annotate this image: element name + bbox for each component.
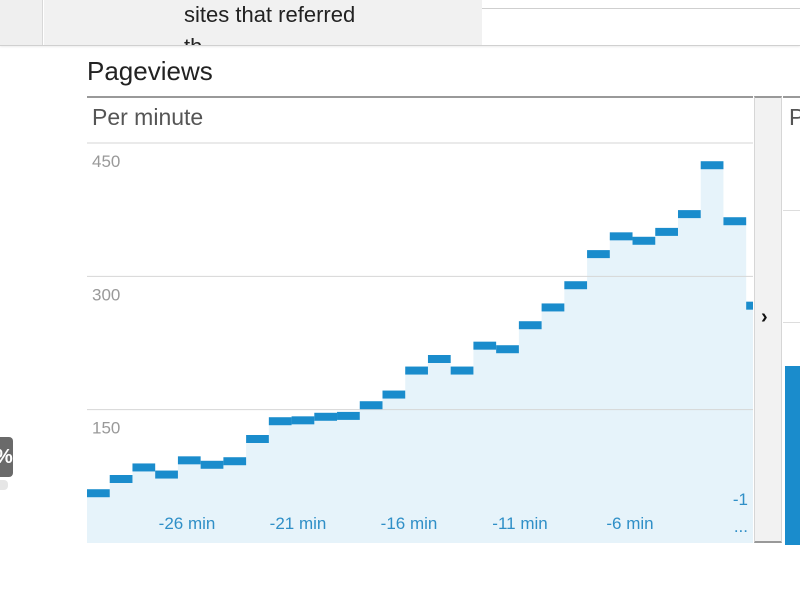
tooltip-panel [44,0,482,46]
pageviews-step-mark [564,281,588,290]
x-tick-label: -11 min [492,514,547,533]
pageviews-step-mark [87,489,110,498]
next-panel-bar [785,366,800,545]
pageviews-step-mark [382,390,406,399]
pageviews-step-mark [518,321,542,330]
pageviews-step-mark [632,236,656,245]
pageviews-step-mark [655,227,678,236]
next-panel-title: P [789,104,800,131]
pageviews-step-mark [700,161,724,170]
x-tick-label: -1 [733,490,748,509]
pageviews-step-mark [677,210,701,219]
divider [482,8,800,9]
pageviews-step-mark [405,366,428,375]
pageviews-step-mark [450,366,474,375]
pageviews-step-mark [291,416,315,425]
y-tick-label: 300 [92,285,120,304]
pageviews-chart: 150 300 450 -26 min -21 min -16 min -11 min -6 … [87,142,753,543]
pageviews-step-mark [246,435,269,443]
pageviews-step-mark [746,301,753,310]
next-panel-preview: P [783,96,800,545]
pageviews-per-minute-card: 150 300 450 -26 min -21 min -16 min -11 min -6 … [87,96,753,543]
pageviews-step-mark [541,303,565,312]
pageviews-title: Pageviews [87,56,213,86]
pageviews-step-mark [587,250,610,259]
per-minute-label: Per minute [92,104,204,130]
pageviews-step-mark [177,456,201,465]
pageviews-step-mark [609,232,633,241]
x-tick-label: ... [734,517,748,536]
pageviews-step-mark [496,345,519,354]
y-tick-label: 150 [92,419,120,438]
x-tick-label: -16 min [381,514,438,533]
gridline [783,322,800,323]
pageviews-step-mark [155,470,178,479]
pageviews-step-mark [427,355,451,363]
pageviews-step-mark [723,217,747,226]
next-panel-button[interactable]: › [754,96,782,543]
tooltip-left-edge [0,0,43,46]
x-tick-label: -6 min [606,514,653,533]
badge-shadow [0,480,8,490]
pageviews-step-mark [268,417,292,426]
percent-badge: % [0,437,13,477]
divider [0,45,800,46]
x-tick-label: -21 min [270,514,327,533]
pageviews-step-mark [223,457,247,466]
y-tick-label: 450 [92,152,120,171]
chevron-right-icon: › [761,306,768,328]
tooltip-text-cutoff: th... [184,36,214,46]
pageviews-step-mark [109,475,133,483]
pageviews-area [87,165,753,543]
pageviews-step-mark [359,401,383,410]
pageviews-step-mark [132,463,156,472]
x-tick-label: -26 min [159,514,216,533]
gridline [783,210,800,211]
pageviews-step-mark [314,412,338,421]
tooltip-text: sites that referred [184,2,356,27]
referrer-tooltip: sites that referred th... [0,0,800,46]
pageviews-step-mark [473,341,497,350]
pageviews-step-mark [337,411,360,420]
percent-badge-text: % [0,437,13,477]
pageviews-step-mark [200,460,224,469]
